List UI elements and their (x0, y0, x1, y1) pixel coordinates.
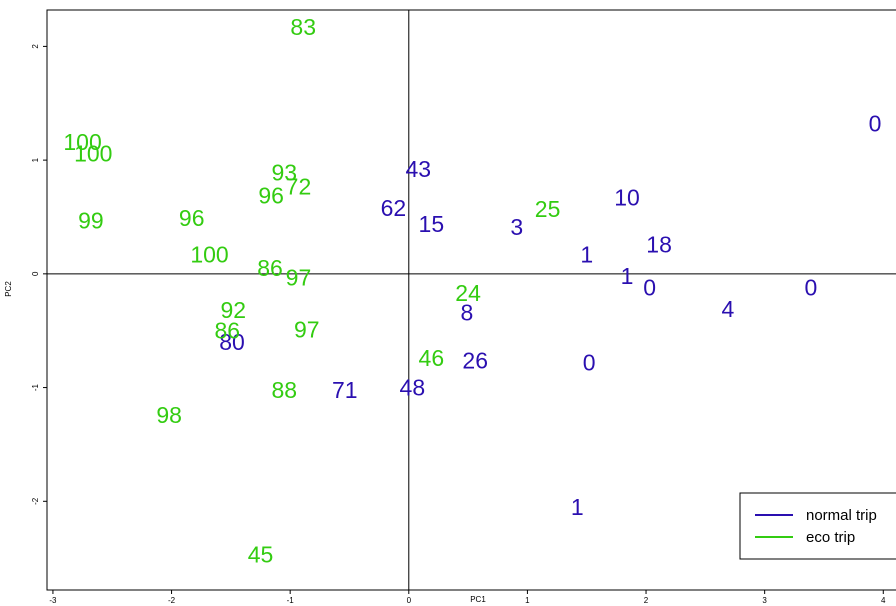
normal-trip-point-label: 1 (580, 242, 593, 268)
eco-trip-point-label: 98 (156, 402, 182, 428)
normal-trip-point-label: 10 (614, 185, 640, 211)
normal-trip-point-label: 62 (381, 195, 407, 221)
normal-trip-point-label: 80 (219, 329, 245, 355)
legend-box (739, 492, 896, 560)
x-tick-label: -3 (49, 596, 57, 605)
y-tick-label: 0 (31, 271, 40, 276)
x-tick-label: 2 (644, 596, 649, 605)
y-tick-label: -1 (31, 383, 40, 391)
eco-trip-point-label: 100 (74, 140, 112, 166)
eco-trip-point-label: 99 (78, 207, 104, 233)
eco-trip-point-label: 88 (271, 377, 297, 403)
eco-trip-point-label: 46 (419, 345, 445, 371)
y-tick-label: 2 (31, 44, 40, 49)
eco-trip-point-label: 97 (286, 264, 312, 290)
normal-trip-point-label: 8 (461, 300, 474, 326)
eco-trip-point-label: 100 (63, 129, 101, 155)
normal-trip-point-label: 0 (805, 274, 818, 300)
eco-trip-point-label: 25 (535, 196, 561, 222)
y-axis-title: PC2 (4, 281, 13, 297)
x-tick-label: 1 (525, 596, 530, 605)
eco-trip-point-label: 86 (257, 255, 283, 281)
legend: normal trip eco trip (739, 492, 896, 560)
normal-trip-point-label: 71 (332, 377, 358, 403)
x-tick-label: 4 (881, 596, 886, 605)
normal-trip-point-label: 3 (510, 214, 523, 240)
normal-trip-point-label: 48 (400, 375, 426, 401)
normal-trip-point-label: 1 (571, 494, 584, 520)
eco-trip-point-label: 92 (220, 297, 246, 323)
eco-trip-point-label: 97 (294, 317, 320, 343)
legend-label-normal-trip: normal trip (806, 507, 877, 524)
plot-box (46, 9, 896, 591)
normal-trip-point-label: 0 (643, 274, 656, 300)
eco-trip-point-label: 24 (455, 280, 481, 306)
normal-trip-point-label: 1 (621, 263, 634, 289)
normal-trip-point-label: 18 (646, 231, 672, 257)
x-tick-label: -1 (287, 596, 295, 605)
eco-trip-point-label: 100 (190, 242, 228, 268)
x-tick-label: 0 (407, 596, 412, 605)
normal-trip-point-label: 26 (462, 347, 488, 373)
reference-lines (47, 10, 896, 590)
legend-label-eco-trip: eco trip (806, 529, 855, 546)
x-tick-label: 3 (762, 596, 767, 605)
eco-trip-point-label: 72 (286, 173, 312, 199)
eco-trip-point-label: 86 (215, 318, 241, 344)
normal-trip-point-label: 0 (869, 111, 882, 137)
normal-trip-point-label: 0 (583, 350, 596, 376)
eco-trip-point-label: 45 (248, 542, 274, 568)
x-axis: -3 -2 -1 0 1 2 3 4 (49, 590, 886, 605)
normal-trip-point-label: 43 (405, 156, 431, 182)
eco-trip-point-label: 83 (290, 14, 316, 40)
eco-trip-point-label: 93 (271, 160, 297, 186)
x-axis-title: PC1 (470, 595, 486, 604)
y-tick-label: -2 (31, 497, 40, 505)
normal-trip-point-label: 4 (721, 296, 734, 322)
y-tick-label: 1 (31, 157, 40, 162)
x-tick-label: -2 (168, 596, 176, 605)
y-axis: -2 -1 0 1 2 (31, 44, 47, 505)
eco-trip-point-label: 96 (179, 205, 205, 231)
normal-trip-point-label: 15 (419, 211, 445, 237)
eco-trip-point-label: 96 (258, 182, 284, 208)
